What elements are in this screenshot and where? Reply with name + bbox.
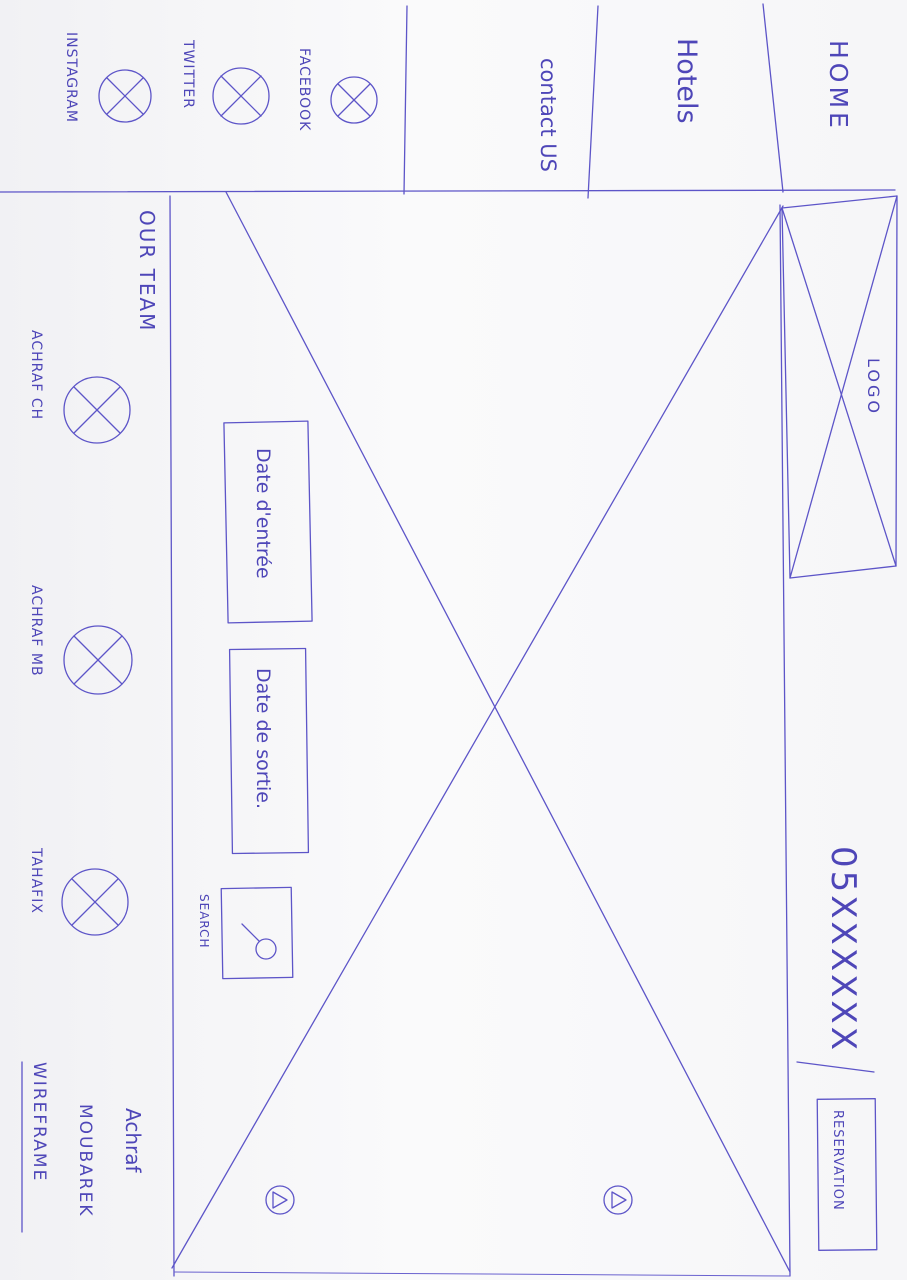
team-section: OUR TEAM ACHRAF CH ACHRAF MB TAHAFIX (28, 210, 159, 936)
header-strip: LOGO 05XXXXXX RESERVATION (779, 195, 898, 1277)
nav-bottom-border (0, 189, 896, 193)
author-first-name: Achraf (121, 1108, 145, 1173)
search-icon (241, 923, 277, 960)
team-member-2-avatar (63, 625, 133, 695)
check-out-date-label: Date de sortie. (252, 668, 274, 809)
check-in-date-field[interactable]: Date d'entrée (223, 420, 313, 624)
check-in-date-label: Date d'entrée (252, 448, 274, 579)
instagram-label: INSTAGRAM (63, 32, 79, 123)
document-type: WIREFRAME (29, 1062, 49, 1182)
hero-left-border (169, 195, 175, 1277)
hero-cross-line-a (225, 191, 791, 1273)
top-nav: HOME Hotels contact US FACEBOOK TWITTER … (0, 3, 896, 199)
team-member-1-name: ACHRAF CH (28, 330, 44, 420)
search-label: SEARCH (197, 894, 211, 949)
team-member-1-avatar (63, 376, 131, 444)
team-member-3-name: TAHAFIX (28, 847, 44, 914)
nav-contact[interactable]: contact US (536, 58, 560, 172)
team-member-2-name: ACHRAF MB (28, 585, 44, 677)
hero-cross-line-b (171, 205, 784, 1269)
credits: Achraf MOUBAREK WIREFRAME (21, 1061, 145, 1233)
hero-bottom-border (173, 1271, 791, 1277)
team-member-3-avatar (61, 868, 129, 936)
logo-text: LOGO (864, 358, 883, 416)
phone-separator (796, 1061, 875, 1073)
nav-contact-label: contact US (536, 58, 560, 172)
slider-prev-icon[interactable] (603, 1185, 633, 1215)
instagram-icon[interactable] (98, 69, 152, 123)
nav-home[interactable]: HOME (824, 40, 853, 132)
twitter-label: TWITTER (180, 39, 196, 109)
nav-divider-home (762, 3, 784, 193)
search-button[interactable] (220, 886, 294, 980)
facebook-icon[interactable] (330, 76, 378, 124)
team-title: OUR TEAM (135, 210, 159, 332)
check-out-date-field[interactable]: Date de sortie. (228, 647, 310, 855)
logo-box (781, 195, 898, 579)
phone-number: 05XXXXXX (823, 846, 863, 1053)
header-inner-border (779, 204, 791, 1277)
nav-hotels[interactable]: Hotels (671, 38, 702, 124)
hero-image-placeholder (169, 191, 791, 1277)
slider-next-icon[interactable] (265, 1185, 295, 1215)
facebook-label: FACEBOOK (296, 48, 312, 131)
reservation-button[interactable]: RESERVATION (816, 1098, 878, 1251)
twitter-icon[interactable] (212, 67, 270, 125)
search-form: Date d'entrée Date de sortie. SEARCH (197, 420, 313, 980)
nav-divider-contact (403, 5, 408, 195)
nav-divider-hotels (587, 5, 599, 199)
author-last-name: MOUBAREK (75, 1104, 95, 1217)
reservation-label: RESERVATION (830, 1110, 845, 1211)
